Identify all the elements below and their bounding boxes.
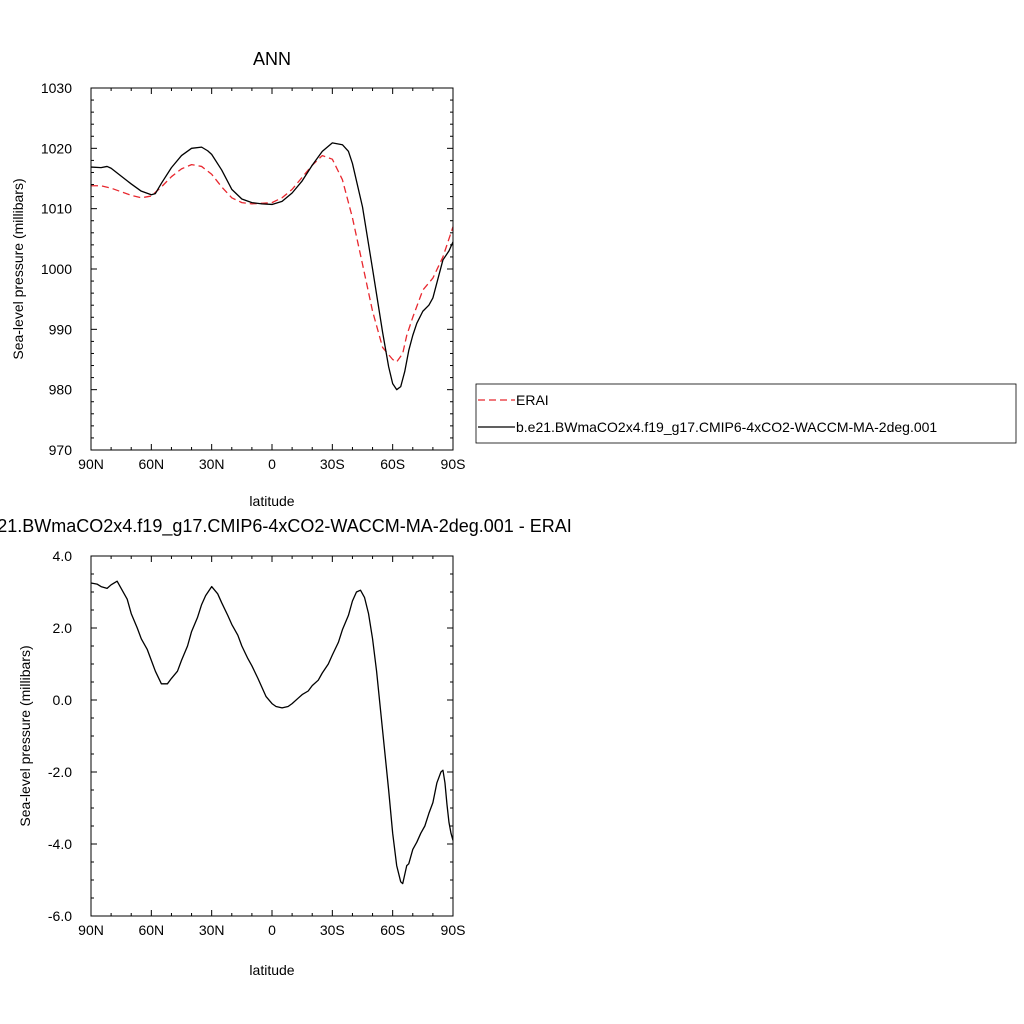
bottom-panel-ticks: 90N 60N 30N 0 30S 60S 90S -6.0 -4.0 -2.0 0.0 2.0 4.0: [48, 548, 466, 938]
bottom-panel-xlabel: latitude: [249, 962, 294, 978]
x-tick-label: 60N: [138, 456, 164, 472]
top-panel-title: ANN: [253, 49, 291, 69]
x-tick-label: 90S: [441, 922, 466, 938]
x-tick-label: 90S: [441, 456, 466, 472]
bottom-panel-title: b.e21.BWmaCO2x4.f19_g17.CMIP6-4xCO2-WACC…: [0, 516, 572, 537]
y-tick-label: 1000: [41, 261, 72, 277]
x-tick-label: 0: [268, 456, 276, 472]
y-tick-label: 2.0: [53, 620, 73, 636]
x-tick-label: 0: [268, 922, 276, 938]
x-tick-label: 60S: [380, 456, 405, 472]
top-panel-ylabel: Sea-level pressure (millibars): [10, 178, 26, 359]
y-tick-label: -6.0: [48, 908, 72, 924]
bottom-panel: b.e21.BWmaCO2x4.f19_g17.CMIP6-4xCO2-WACC…: [0, 516, 572, 978]
x-tick-label: 30S: [320, 922, 345, 938]
top-panel: ANN latitude Sea-level pressure (milliba…: [10, 49, 465, 509]
x-tick-label: 30N: [199, 922, 225, 938]
top-panel-xlabel: latitude: [249, 493, 294, 509]
y-tick-label: 1020: [41, 140, 72, 156]
legend-label-erai: ERAI: [516, 392, 549, 408]
y-tick-label: -4.0: [48, 836, 72, 852]
series-line-erai: [91, 154, 454, 363]
series-line-difference: [90, 580, 454, 885]
y-tick-label: 970: [49, 442, 73, 458]
bottom-panel-ylabel: Sea-level pressure (millibars): [17, 645, 33, 826]
legend-box: [475, 383, 1017, 444]
y-tick-label: 990: [49, 321, 73, 337]
y-tick-label: 1030: [41, 80, 72, 96]
top-panel-ticks: 90N 60N 30N 0 30S 60S 90S 970 980 990 1000 1010 1020…: [41, 80, 466, 472]
top-panel-series: [90, 142, 454, 391]
y-tick-label: 0.0: [53, 692, 73, 708]
x-tick-label: 60N: [138, 922, 164, 938]
bottom-panel-frame: [90, 555, 454, 917]
legend-label-model: b.e21.BWmaCO2x4.f19_g17.CMIP6-4xCO2-WACC…: [516, 419, 937, 435]
series-line-model: [90, 142, 454, 391]
x-tick-label: 30N: [199, 456, 225, 472]
top-panel-frame: [90, 87, 454, 451]
x-tick-label: 60S: [380, 922, 405, 938]
y-tick-label: 1010: [41, 201, 72, 217]
y-tick-label: 4.0: [53, 548, 73, 564]
x-tick-label: 90N: [78, 922, 104, 938]
legend: ERAI b.e21.BWmaCO2x4.f19_g17.CMIP6-4xCO2…: [475, 383, 1017, 444]
x-tick-label: 90N: [78, 456, 104, 472]
bottom-panel-series: [90, 580, 454, 885]
y-tick-label: -2.0: [48, 764, 72, 780]
y-tick-label: 980: [49, 382, 73, 398]
x-tick-label: 30S: [320, 456, 345, 472]
